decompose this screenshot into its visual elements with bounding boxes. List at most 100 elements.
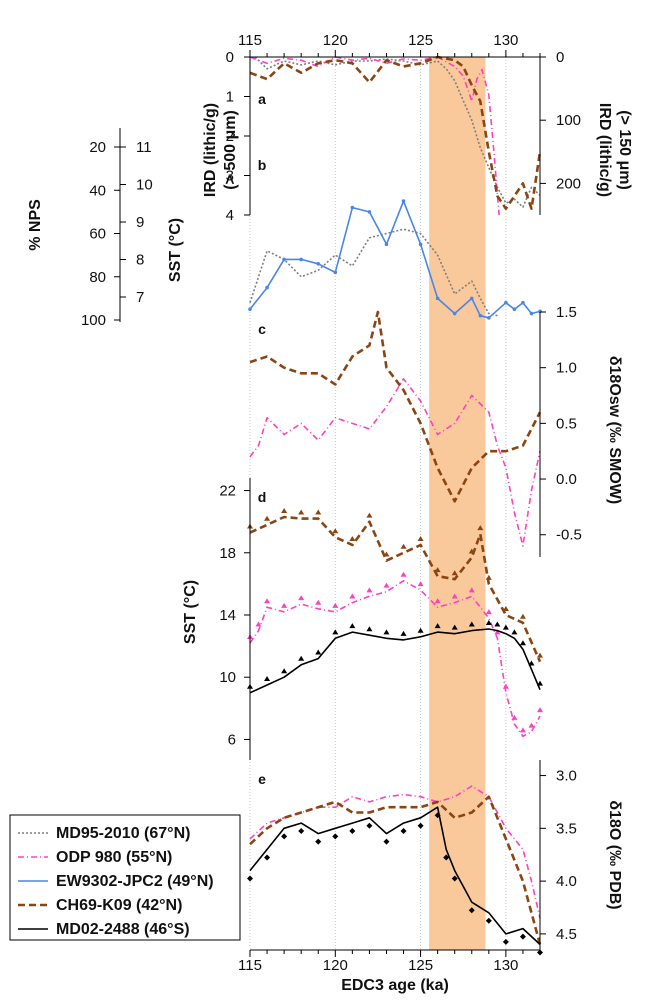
series-d-raw-point — [451, 570, 458, 576]
panel-a-left-tick-label: 4 — [226, 207, 234, 224]
series-d-ch69-k09 — [249, 515, 542, 663]
series-b-ew9302-jpc2-point — [299, 257, 303, 262]
panel-d-left-tick-label: 22 — [219, 483, 236, 500]
series-d-raw-point — [468, 587, 475, 593]
series-d-odp — [249, 579, 541, 738]
series-d-md02-2488 — [249, 628, 541, 694]
panel-a-right-tick-label: 200 — [556, 175, 581, 192]
panel-a-left-tick-label: 0 — [226, 49, 234, 66]
x-tick-label: 130 — [493, 32, 518, 49]
series-d-raw-point — [468, 548, 475, 554]
panel-e-right-tick-label: 3.0 — [556, 768, 577, 785]
series-d-raw-point — [298, 595, 305, 601]
panel-b-sst-tick-label: 10 — [136, 177, 153, 194]
panel-a-left-tick-label: 1 — [226, 89, 234, 106]
series-e-raw-point — [281, 833, 288, 840]
series-b-ew9302-jpc2-point — [521, 300, 525, 305]
panel-d-left-tick-label: 10 — [219, 669, 236, 686]
panel-c-right-tick-label: 0.0 — [556, 471, 577, 488]
panel-a-left-tick-label: 3 — [226, 168, 234, 185]
series-d-raw-point — [502, 606, 509, 611]
panel-b-nps-title: % NPS — [27, 199, 44, 251]
series-b-ew9302-jpc2-point — [384, 242, 389, 247]
series-d-raw-point — [519, 640, 526, 646]
series-d-raw-point — [298, 509, 305, 515]
panel-a-right-tick-label: 100 — [556, 112, 581, 129]
series-b-ew9302-jpc2-point — [469, 296, 474, 301]
series-b-ew9302-jpc2-point — [504, 300, 508, 305]
panel-a-left-title-2: (> 500 μm) — [222, 110, 239, 190]
legend-box — [9, 814, 241, 941]
series-d-raw-point — [451, 624, 458, 630]
series-d-raw-point — [494, 629, 501, 635]
series-d-raw-point — [468, 621, 475, 627]
series-b-ew9302-jpc2-point — [401, 199, 406, 203]
panel-b-sst-tick-label: 7 — [136, 289, 144, 306]
series-a-md95-2010 — [254, 56, 541, 208]
x-tick-label: 115 — [238, 32, 262, 49]
series-e-raw-point — [383, 838, 390, 845]
series-d-raw-point — [519, 727, 526, 733]
panel-b-nps-tick-label: 20 — [89, 139, 106, 156]
series-d-raw-point — [383, 629, 390, 635]
axes-layer — [114, 50, 546, 957]
series-b-ew9302-jpc2-point — [367, 210, 372, 214]
series-b-ew9302-jpc2-point — [452, 311, 457, 316]
series-d-raw-point — [255, 621, 262, 627]
series-e-raw-point — [264, 854, 271, 861]
panel-a-right-tick-label: 0 — [556, 49, 564, 66]
series-d-raw-point — [537, 652, 543, 658]
series-e-ch69-k09 — [249, 795, 542, 945]
series-d-raw-point — [332, 602, 339, 608]
series-d-raw-point — [264, 515, 271, 521]
panel-c-right-tick-label: 0.5 — [556, 415, 577, 432]
series-e-raw-point — [366, 822, 373, 829]
series-d-raw-point — [417, 627, 424, 633]
series-e-raw-point — [443, 854, 450, 861]
series-d-raw-point — [366, 626, 373, 632]
series-e-raw-point — [315, 838, 322, 845]
series-d-raw-point — [383, 582, 390, 588]
series-e-raw-point — [502, 938, 509, 945]
series-d-raw-point — [485, 609, 492, 615]
x-tick-label: 130 — [493, 957, 518, 974]
legend-entry: CH69-K09 (42°N) — [56, 897, 182, 914]
series-e-raw-point — [417, 822, 424, 829]
panel-b-sst-tick-label: 8 — [136, 252, 144, 269]
series-d-raw-point — [400, 543, 407, 549]
series-b-ew9302-jpc2-point — [350, 205, 355, 210]
series-d-raw-point — [366, 512, 373, 518]
panel-a-label: a — [258, 91, 266, 107]
series-d-raw-point — [281, 668, 288, 674]
x-tick-label: 125 — [408, 32, 433, 49]
x-tick-label: 125 — [408, 957, 433, 974]
series-e-raw-point — [247, 875, 253, 882]
legend-entry: MD02-2488 (46°S) — [56, 921, 190, 938]
series-b-ew9302-jpc2-point — [478, 313, 483, 318]
series-e-raw-point — [468, 907, 475, 914]
panel-b-nps-tick-label: 80 — [89, 269, 106, 286]
panel-d-left-title: SST (°C) — [182, 580, 199, 644]
series-d-raw-point — [485, 620, 492, 625]
series-e-odp — [249, 785, 541, 919]
series-d-raw-point — [315, 599, 322, 605]
panel-a-right-title: IRD (lithic/g) — [596, 103, 613, 197]
series-d-raw-point — [417, 581, 424, 587]
panel-e-right-tick-label: 3.5 — [556, 820, 577, 837]
panel-b-label: b — [258, 157, 267, 173]
series-d-raw-point — [537, 707, 543, 713]
series-e-raw-point — [400, 828, 407, 835]
series-d-raw-point — [264, 598, 271, 604]
series-d-raw-point — [315, 509, 322, 515]
series-b-ew9302-jpc2-point — [282, 257, 286, 262]
panel-c-right-tick-label: 1.5 — [556, 304, 577, 321]
panel-d-label: d — [258, 489, 267, 505]
panel-e-right-title: δ18O (‰ PDB) — [606, 800, 623, 909]
panel-a-right-title-2: (> 150 μm) — [616, 110, 633, 190]
series-b-ew9302-jpc2-point — [316, 261, 321, 266]
series-c-odp — [249, 377, 541, 547]
series-layer — [247, 55, 543, 956]
series-e-raw-point — [349, 828, 356, 835]
